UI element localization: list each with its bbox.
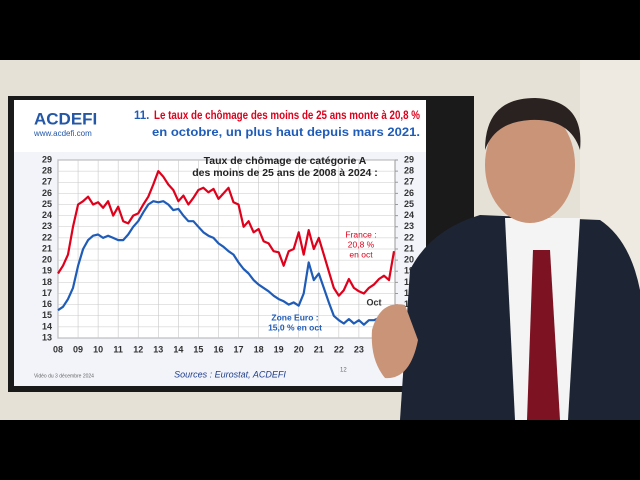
series-line <box>57 200 395 326</box>
x-tick-label: 16 <box>213 344 223 354</box>
y-tick-label: 22 <box>42 232 52 242</box>
y2-tick-label: 25 <box>404 199 414 209</box>
x-tick-label: 09 <box>73 344 83 354</box>
logo: ACDEFI <box>34 109 97 128</box>
letterbox-top <box>0 0 640 60</box>
y-tick-label: 21 <box>42 243 52 253</box>
y2-tick-label: 18 <box>404 277 414 287</box>
presenter <box>371 98 640 420</box>
y2-tick-label: 28 <box>404 166 414 176</box>
x-tick-label: 08 <box>53 344 63 354</box>
page-number: 12 <box>340 368 347 374</box>
y2-tick-label: 20 <box>404 255 414 265</box>
hair <box>485 98 581 150</box>
x-tick-label: 19 <box>274 344 284 354</box>
x-tick-label: 20 <box>294 344 304 354</box>
slide-header <box>14 100 426 152</box>
y-tick-label: 14 <box>42 321 52 331</box>
annotation-oct: Oct <box>366 297 381 307</box>
y2-tick-label: 24 <box>404 210 414 220</box>
annotation-euro: 15,0 % en oct <box>268 322 322 332</box>
chart: 1314151617181920212223242526272829131415… <box>42 154 414 354</box>
y-tick-label: 16 <box>42 299 52 309</box>
website: www.acdefi.com <box>33 129 92 138</box>
y-tick-label: 13 <box>42 332 52 342</box>
y2-tick-label: 27 <box>404 177 414 187</box>
annotation-france: en oct <box>349 249 373 259</box>
y2-tick-label: 26 <box>404 188 414 198</box>
title-number: 11. <box>134 110 149 122</box>
x-tick-label: 18 <box>254 344 264 354</box>
y2-tick-label: 29 <box>404 154 414 164</box>
y-tick-label: 19 <box>42 266 52 276</box>
y2-tick-label: 22 <box>404 232 414 242</box>
chart-title: des moins de 25 ans de 2008 à 2024 : <box>192 167 378 179</box>
x-tick-label: 17 <box>234 344 244 354</box>
x-tick-label: 21 <box>314 344 324 354</box>
letterbox-bottom <box>0 420 640 480</box>
y-tick-label: 15 <box>42 310 52 320</box>
x-tick-label: 11 <box>113 344 123 354</box>
footer-sources: Sources : Eurostat, ACDEFI <box>174 369 286 379</box>
y-tick-label: 17 <box>42 288 52 298</box>
annotation-france: 20,8 % <box>348 239 375 249</box>
y-tick-label: 20 <box>42 255 52 265</box>
y-tick-label: 18 <box>42 277 52 287</box>
x-tick-label: 13 <box>153 344 163 354</box>
y-tick-label: 27 <box>42 177 52 187</box>
x-tick-label: 10 <box>93 344 103 354</box>
x-tick-label: 14 <box>173 344 183 354</box>
chart-title: Taux de chômage de catégorie A <box>204 155 367 167</box>
y2-tick-label: 23 <box>404 221 414 231</box>
y-tick-label: 25 <box>42 199 52 209</box>
series-line <box>57 170 396 297</box>
annotation-france: France : <box>345 229 376 239</box>
x-tick-label: 15 <box>193 344 203 354</box>
y-tick-label: 23 <box>42 221 52 231</box>
footer-date: Vidéo du 3 décembre 2024 <box>34 373 94 379</box>
title-red: Le taux de chômage des moins de 25 ans m… <box>154 110 420 122</box>
hand <box>371 304 418 379</box>
annotation-euro: Zone Euro : <box>271 312 318 322</box>
y-tick-label: 26 <box>42 188 52 198</box>
y2-tick-label: 21 <box>404 243 414 253</box>
y-tick-label: 29 <box>42 154 52 164</box>
y-tick-label: 28 <box>42 166 52 176</box>
x-tick-label: 23 <box>354 344 364 354</box>
x-tick-label: 12 <box>133 344 143 354</box>
y2-tick-label: 19 <box>404 266 414 276</box>
tie <box>527 250 560 420</box>
title-blue: en octobre, un plus haut depuis mars 202… <box>152 127 420 139</box>
y-tick-label: 24 <box>42 210 52 220</box>
x-tick-label: 22 <box>334 344 344 354</box>
face <box>485 107 575 223</box>
